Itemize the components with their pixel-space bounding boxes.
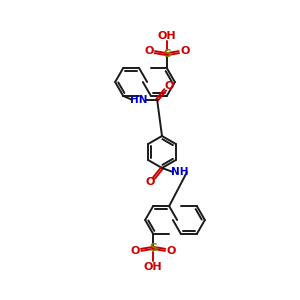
Text: NH: NH [171, 167, 189, 177]
Text: HN: HN [130, 95, 148, 105]
Text: S: S [163, 49, 171, 59]
Text: O: O [144, 46, 154, 56]
Text: O: O [167, 246, 176, 256]
Text: O: O [130, 246, 140, 256]
Text: OH: OH [144, 262, 163, 272]
Text: O: O [164, 81, 174, 91]
Text: O: O [145, 177, 155, 187]
Text: O: O [180, 46, 190, 56]
Text: S: S [149, 243, 157, 253]
Text: OH: OH [158, 31, 176, 41]
